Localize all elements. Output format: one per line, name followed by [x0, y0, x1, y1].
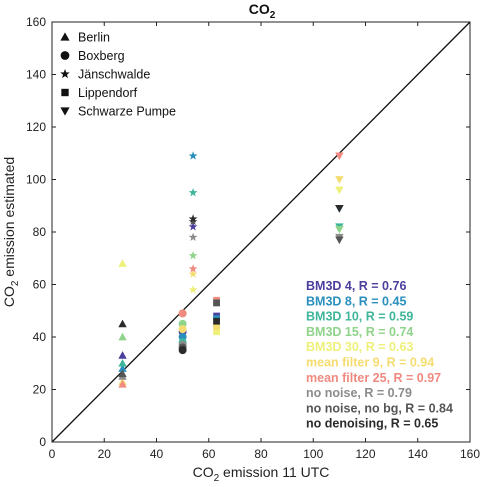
- x-axis-label: CO2 emission 11 UTC: [193, 464, 330, 484]
- data-point: [188, 222, 198, 231]
- y-tick-label: 60: [33, 278, 47, 292]
- data-point: [188, 151, 198, 160]
- axis-ticks: 0 20 40 60 80 100 120 140 160 0 20 40 60 80 100 120 140 1…: [26, 15, 480, 461]
- y-tick-label: 20: [33, 383, 47, 397]
- data-point: [213, 328, 220, 336]
- y-axis-label: CO2 emission estimated: [1, 157, 21, 307]
- data-point: [118, 364, 127, 372]
- triangle-down-marker-icon: [60, 107, 70, 116]
- data-point: [188, 251, 198, 260]
- marker-legend: Berlin Boxberg Jänschwalde Lippendorf Schwar…: [60, 31, 176, 119]
- marker-legend-label: Boxberg: [78, 49, 125, 63]
- data-point: [188, 285, 198, 294]
- chart-title: CO2: [249, 1, 276, 21]
- data-point: [118, 319, 127, 328]
- y-tick-label: 80: [33, 225, 47, 239]
- data-point: [178, 346, 187, 355]
- data-point: [335, 176, 344, 184]
- series-legend-label: BM3D 30, R = 0.63: [306, 340, 413, 354]
- data-point: [335, 226, 344, 234]
- x-tick-label: 40: [150, 447, 164, 461]
- circle-marker-icon: [60, 51, 70, 60]
- data-point: [335, 236, 344, 245]
- triangle-up-marker-icon: [60, 32, 70, 41]
- series-legend-label: mean filter 9, R = 0.94: [306, 356, 434, 370]
- data-point: [213, 317, 220, 325]
- series-legend-label: no noise, no bg, R = 0.84: [306, 401, 453, 415]
- series-legend-label: no denoising, R = 0.65: [306, 417, 438, 431]
- data-point: [335, 205, 344, 213]
- y-tick-label: 120: [26, 120, 46, 134]
- series-legend-label: mean filter 25, R = 0.97: [306, 371, 441, 385]
- data-point: [188, 269, 198, 278]
- y-tick-label: 140: [26, 68, 46, 82]
- series-legend-label: BM3D 10, R = 0.59: [306, 310, 413, 324]
- data-point: [188, 214, 198, 223]
- data-point: [188, 216, 198, 226]
- data-point: [335, 152, 344, 161]
- marker-legend-label: Berlin: [78, 31, 110, 45]
- series-legend-label: BM3D 8, R = 0.45: [306, 294, 406, 308]
- star-marker-icon: [60, 68, 70, 79]
- x-tick-label: 100: [303, 447, 323, 461]
- series-legend-label: no noise, R = 0.79: [306, 386, 412, 400]
- marker-legend-label: Schwarze Pumpe: [78, 105, 176, 119]
- data-point: [118, 259, 127, 267]
- data-point: [188, 188, 198, 197]
- x-tick-label: 120: [355, 447, 375, 461]
- data-point: [118, 359, 127, 367]
- data-point: [188, 264, 198, 273]
- marker-legend-label: Jänschwalde: [78, 68, 150, 82]
- data-point: [178, 309, 187, 318]
- data-point: [213, 299, 220, 307]
- x-tick-label: 140: [408, 447, 428, 461]
- data-point: [118, 351, 127, 359]
- data-point: [118, 332, 127, 341]
- data-points: [118, 151, 344, 388]
- x-tick-label: 160: [460, 447, 480, 461]
- data-point: [213, 323, 220, 330]
- data-point: [178, 325, 187, 334]
- y-tick-label: 40: [33, 330, 47, 344]
- x-tick-label: 0: [49, 447, 56, 461]
- data-point: [188, 232, 198, 241]
- y-tick-label: 160: [26, 15, 46, 29]
- data-point: [118, 369, 127, 378]
- marker-legend-label: Lippendorf: [78, 86, 138, 100]
- x-tick-label: 80: [254, 447, 268, 461]
- series-legend-label: BM3D 15, R = 0.74: [306, 325, 413, 339]
- y-tick-label: 0: [39, 435, 46, 449]
- x-tick-label: 60: [202, 447, 216, 461]
- data-point: [335, 186, 344, 195]
- y-tick-label: 100: [26, 173, 46, 187]
- square-marker-icon: [61, 88, 69, 97]
- series-legend-label: BM3D 4, R = 0.76: [306, 279, 406, 293]
- x-tick-label: 20: [98, 447, 112, 461]
- data-point: [118, 380, 127, 388]
